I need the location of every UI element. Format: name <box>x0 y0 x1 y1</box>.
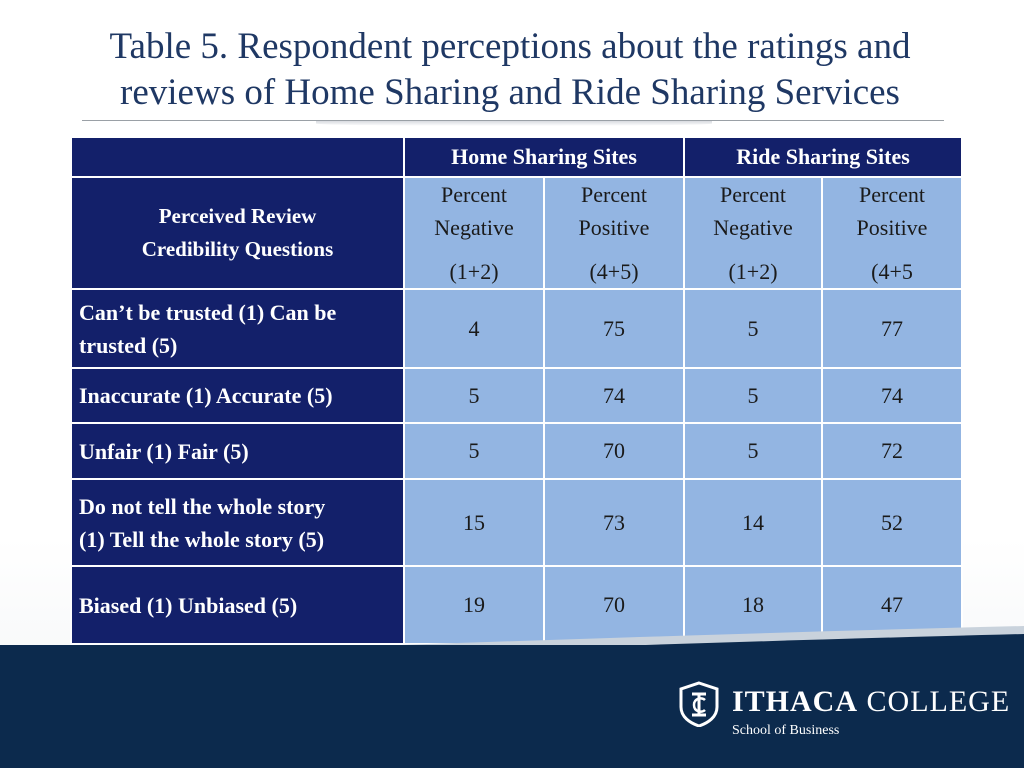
subheader-range: (1+2) <box>449 259 499 284</box>
row-label-line-1: Biased (1) Unbiased (5) <box>79 592 298 618</box>
corner-label-cell: Perceived Review Credibility Questions <box>70 176 405 290</box>
subheader-word2: Positive <box>856 215 928 240</box>
cell-ride-positive: 77 <box>821 288 963 369</box>
ithaca-college-logo: ITHACA COLLEGE School of Business <box>678 681 1010 751</box>
slide-title: Table 5. Respondent perceptions about th… <box>60 24 960 116</box>
table-row: Unfair (1) Fair (5) 5 70 5 72 <box>70 422 963 480</box>
home-sharing-header: Home Sharing Sites <box>403 136 685 178</box>
row-label-line-1: Can’t be trusted (1) Can be <box>79 299 337 325</box>
cell-ride-negative: 14 <box>683 478 823 567</box>
cell-home-positive: 70 <box>543 422 685 480</box>
cell-ride-negative: 5 <box>683 367 823 424</box>
table-row: Inaccurate (1) Accurate (5) 5 74 5 74 <box>70 367 963 424</box>
logo-brand-regular: COLLEGE <box>866 685 1011 718</box>
cell-ride-negative: 18 <box>683 565 823 645</box>
title-divider-shadow <box>316 121 712 126</box>
subheader-word1: Percent <box>859 182 925 207</box>
subheader-home-positive: Percent Positive (4+5) <box>543 176 685 290</box>
row-label-line-1: Unfair (1) Fair (5) <box>79 438 249 464</box>
row-label-trusted: Can’t be trusted (1) Can be trusted (5) <box>70 288 405 369</box>
row-label-accurate: Inaccurate (1) Accurate (5) <box>70 367 405 424</box>
cell-ride-negative: 5 <box>683 422 823 480</box>
corner-label-line-2: Credibility Questions <box>141 237 334 261</box>
subheader-word1: Percent <box>441 182 507 207</box>
cell-home-positive: 75 <box>543 288 685 369</box>
subheader-row: Perceived Review Credibility Questions P… <box>70 176 963 290</box>
perceptions-table: Home Sharing Sites Ride Sharing Sites Pe… <box>70 136 963 645</box>
cell-ride-positive: 72 <box>821 422 963 480</box>
row-label-fair: Unfair (1) Fair (5) <box>70 422 405 480</box>
table-row: Do not tell the whole story (1) Tell the… <box>70 478 963 567</box>
ithaca-college-emblem-icon <box>679 681 719 727</box>
subheader-range: (4+5 <box>871 259 913 284</box>
corner-blank-cell <box>70 136 405 178</box>
footer-band <box>0 645 1024 768</box>
cell-ride-negative: 5 <box>683 288 823 369</box>
row-label-line-2: (1) Tell the whole story (5) <box>79 526 325 552</box>
cell-ride-positive: 52 <box>821 478 963 567</box>
title-line-1: Table 5. Respondent perceptions about th… <box>109 26 911 67</box>
subheader-ride-positive: Percent Positive (4+5 <box>821 176 963 290</box>
subheader-word2: Negative <box>434 215 514 240</box>
logo-school-name: School of Business <box>732 723 840 738</box>
cell-home-positive: 74 <box>543 367 685 424</box>
cell-home-positive: 70 <box>543 565 685 645</box>
corner-label-line-1: Perceived Review <box>158 204 317 228</box>
row-label-line-2: trusted (5) <box>79 332 178 358</box>
subheader-ride-negative: Percent Negative (1+2) <box>683 176 823 290</box>
subheader-home-negative: Percent Negative (1+2) <box>403 176 545 290</box>
subheader-word1: Percent <box>581 182 647 207</box>
row-label-whole-story: Do not tell the whole story (1) Tell the… <box>70 478 405 567</box>
cell-home-negative: 15 <box>403 478 545 567</box>
group-header-row: Home Sharing Sites Ride Sharing Sites <box>70 136 963 178</box>
row-label-line-1: Do not tell the whole story <box>79 493 326 519</box>
subheader-range: (4+5) <box>589 259 639 284</box>
cell-home-negative: 5 <box>403 422 545 480</box>
logo-brand-bold: ITHACA <box>732 685 859 718</box>
subheader-range: (1+2) <box>728 259 778 284</box>
row-label-line-1: Inaccurate (1) Accurate (5) <box>79 383 333 408</box>
cell-home-positive: 73 <box>543 478 685 567</box>
subheader-word2: Negative <box>713 215 793 240</box>
title-line-2: reviews of Home Sharing and Ride Sharing… <box>120 72 900 113</box>
subheader-word1: Percent <box>720 182 786 207</box>
cell-ride-positive: 74 <box>821 367 963 424</box>
title-divider <box>82 120 944 121</box>
table-row: Can’t be trusted (1) Can be trusted (5) … <box>70 288 963 369</box>
ride-sharing-header: Ride Sharing Sites <box>683 136 963 178</box>
logo-wordmark: ITHACA COLLEGE <box>732 685 1010 719</box>
row-label-unbiased: Biased (1) Unbiased (5) <box>70 565 405 645</box>
cell-home-negative: 5 <box>403 367 545 424</box>
cell-home-negative: 4 <box>403 288 545 369</box>
subheader-word2: Positive <box>578 215 650 240</box>
